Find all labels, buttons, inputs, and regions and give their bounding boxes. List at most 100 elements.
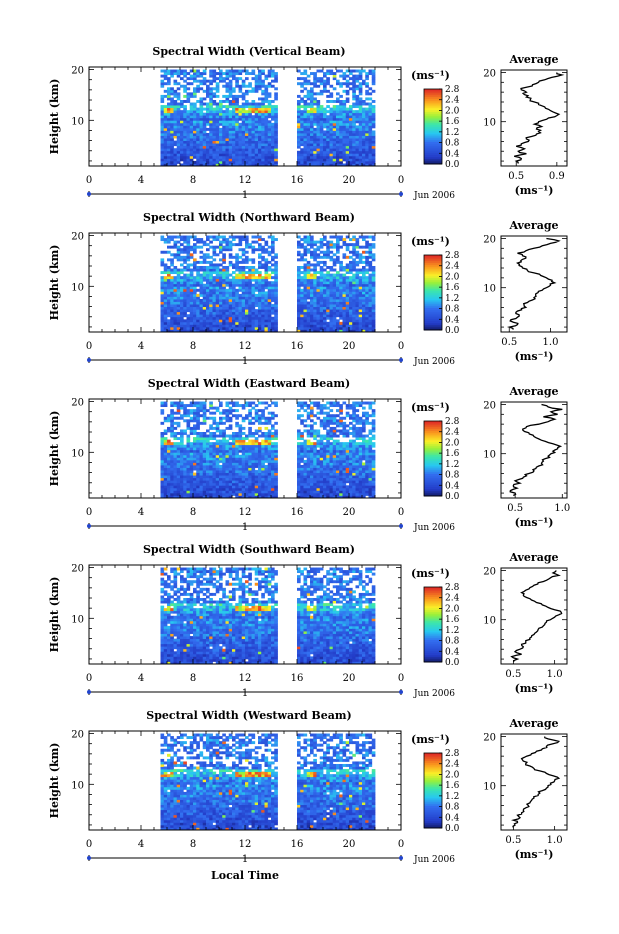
colorbar-tick-label: 1.6 xyxy=(445,781,460,791)
x-tick-label: 16 xyxy=(291,507,304,518)
y-axis-label: Height (km) xyxy=(48,245,61,321)
avg-x-tick-label: 0.5 xyxy=(505,835,521,846)
colorbar-tick-label: 2.4 xyxy=(445,428,460,438)
heatmap-cells xyxy=(161,70,376,167)
avg-unit-label: (ms⁻¹) xyxy=(515,516,554,529)
colorbar-tick-label: 2.0 xyxy=(445,770,460,780)
y-tick-label: 20 xyxy=(71,398,84,409)
avg-title: Average xyxy=(508,551,558,564)
colorbar-tick-label: 0.0 xyxy=(445,824,460,834)
avg-x-tick-label: 1.0 xyxy=(554,503,570,514)
colorbar-tick-label: 0.0 xyxy=(445,160,460,170)
date-label: Jun 2006 xyxy=(413,191,455,201)
avg-frame xyxy=(501,236,567,332)
x-tick-label: 8 xyxy=(190,839,196,850)
x-tick-label: 16 xyxy=(291,341,304,352)
colorbar-tick-label: 1.2 xyxy=(445,294,459,304)
colorbar-tick-label: 2.0 xyxy=(445,106,460,116)
y-axis-label: Height (km) xyxy=(48,411,61,487)
heatmap-cells xyxy=(161,402,376,499)
x-tick-label: 12 xyxy=(239,341,252,352)
x-tick-label: 0 xyxy=(398,507,404,518)
colorbar-tick-label: 2.0 xyxy=(445,604,460,614)
x-tick-label: 0 xyxy=(398,341,404,352)
y-tick-label: 20 xyxy=(71,232,84,243)
avg-y-tick-label: 20 xyxy=(483,400,496,411)
colorbar-unit-label: (ms⁻¹) xyxy=(411,733,450,746)
colorbar-tick-label: 0.4 xyxy=(445,813,460,823)
y-axis-label: Height (km) xyxy=(48,79,61,155)
colorbar-tick-label: 2.8 xyxy=(445,251,460,261)
colorbar-tick-label: 0.8 xyxy=(445,471,460,481)
x-tick-label: 16 xyxy=(291,175,304,186)
colorbar-tick-label: 0.4 xyxy=(445,647,460,657)
panel-title: Spectral Width (Eastward Beam) xyxy=(148,377,350,390)
y-tick-label: 10 xyxy=(71,614,84,625)
date-label: Jun 2006 xyxy=(413,855,455,865)
colorbar-tick-label: 0.0 xyxy=(445,326,460,336)
avg-y-tick-label: 10 xyxy=(483,782,496,793)
avg-unit-label: (ms⁻¹) xyxy=(515,682,554,695)
panel-title: Spectral Width (Southward Beam) xyxy=(143,543,355,556)
avg-frame xyxy=(501,402,567,498)
avg-title: Average xyxy=(508,717,558,730)
avg-x-tick-label: 0.5 xyxy=(507,503,523,514)
x-tick-label: 8 xyxy=(190,175,196,186)
day-label: 1 xyxy=(242,688,248,699)
day-label: 1 xyxy=(242,356,248,367)
colorbar-tick-label: 2.8 xyxy=(445,749,460,759)
x-tick-label: 16 xyxy=(291,839,304,850)
colorbar-tick-label: 2.8 xyxy=(445,417,460,427)
avg-title: Average xyxy=(508,385,558,398)
x-tick-label: 0 xyxy=(86,341,92,352)
colorbar-tick-label: 0.0 xyxy=(445,492,460,502)
avg-profile-line xyxy=(510,405,562,496)
colorbar-unit-label: (ms⁻¹) xyxy=(411,235,450,248)
colorbar-tick-label: 2.8 xyxy=(445,583,460,593)
y-tick-label: 20 xyxy=(71,730,84,741)
panel-title: Spectral Width (Westward Beam) xyxy=(146,709,351,722)
colorbar-tick-label: 2.0 xyxy=(445,272,460,282)
x-tick-label: 16 xyxy=(291,673,304,684)
day-label: 1 xyxy=(242,854,248,865)
x-tick-label: 0 xyxy=(398,673,404,684)
colorbar-tick-label: 2.4 xyxy=(445,262,460,272)
avg-x-tick-label: 0.5 xyxy=(501,337,517,348)
colorbar-tick-label: 1.6 xyxy=(445,117,460,127)
date-label: Jun 2006 xyxy=(413,523,455,533)
colorbar-tick-label: 1.6 xyxy=(445,615,460,625)
colorbar-tick-label: 2.4 xyxy=(445,594,460,604)
avg-y-tick-label: 10 xyxy=(483,118,496,129)
avg-y-tick-label: 10 xyxy=(483,616,496,627)
y-tick-label: 10 xyxy=(71,282,84,293)
avg-profile-line xyxy=(514,73,562,164)
avg-x-tick-label: 0.9 xyxy=(549,171,565,182)
avg-profile-line xyxy=(512,571,562,662)
avg-frame xyxy=(501,734,567,830)
x-tick-label: 8 xyxy=(190,673,196,684)
x-tick-label: 4 xyxy=(138,507,144,518)
avg-title: Average xyxy=(508,219,558,232)
day-label: 1 xyxy=(242,190,248,201)
x-tick-label: 0 xyxy=(86,507,92,518)
colorbar-unit-label: (ms⁻¹) xyxy=(411,567,450,580)
y-axis-label: Height (km) xyxy=(48,743,61,819)
x-tick-label: 0 xyxy=(86,175,92,186)
colorbar-tick-label: 2.0 xyxy=(445,438,460,448)
y-tick-label: 20 xyxy=(71,66,84,77)
colorbar-tick-label: 1.6 xyxy=(445,283,460,293)
colorbar-unit-label: (ms⁻¹) xyxy=(411,69,450,82)
avg-unit-label: (ms⁻¹) xyxy=(515,350,554,363)
y-axis-label: Height (km) xyxy=(48,577,61,653)
avg-profile-line xyxy=(509,239,559,330)
x-tick-label: 4 xyxy=(138,839,144,850)
colorbar-tick-label: 0.8 xyxy=(445,305,460,315)
x-axis-label: Local Time xyxy=(211,869,279,882)
